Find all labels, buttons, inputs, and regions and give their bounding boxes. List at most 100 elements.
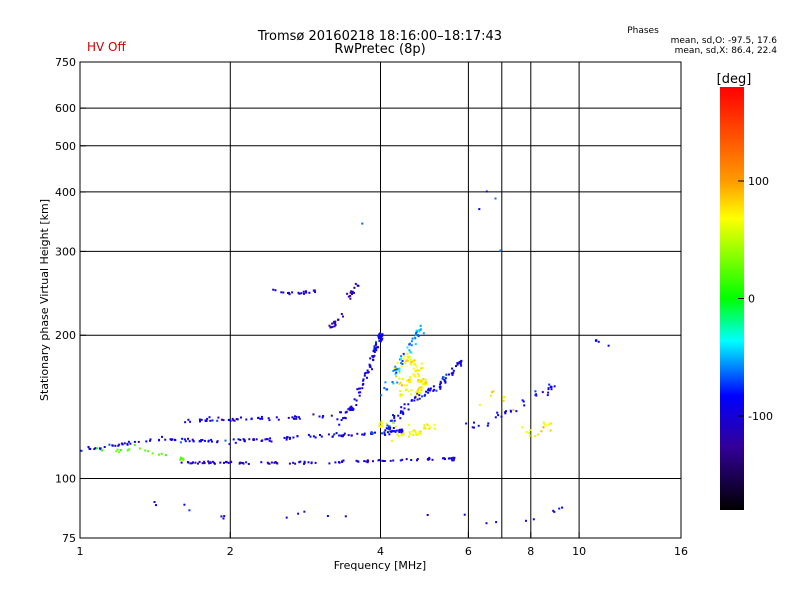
echo-point (432, 385, 435, 388)
echo-point (549, 429, 552, 432)
echo-point (525, 431, 528, 433)
echo-point (272, 288, 275, 291)
echo-point (452, 457, 455, 460)
echo-point (147, 450, 150, 453)
echo-point (234, 441, 237, 444)
echo-point (532, 518, 535, 521)
echo-point (409, 363, 412, 366)
echo-point (228, 443, 231, 446)
echo-point (408, 431, 411, 434)
echo-point (232, 438, 235, 441)
echo-point (312, 413, 315, 416)
echo-point (184, 440, 187, 443)
echo-point (329, 326, 332, 329)
echo-point (417, 379, 420, 381)
echo-point (433, 423, 436, 426)
echo-point (561, 506, 564, 509)
echo-point (407, 435, 410, 438)
echo-point (373, 349, 375, 352)
echo-point (392, 414, 394, 417)
echo-point (255, 438, 258, 441)
echo-point (351, 291, 354, 294)
echo-point (389, 430, 392, 433)
echo-point (291, 291, 294, 294)
echo-point (328, 462, 331, 465)
echo-point (248, 438, 251, 441)
echo-point (222, 517, 225, 520)
echo-point (94, 447, 97, 450)
echo-point (194, 461, 197, 464)
echo-point (553, 385, 556, 388)
echo-point (340, 419, 343, 421)
echo-point (239, 438, 242, 441)
echo-point (401, 410, 404, 413)
echo-point (380, 334, 383, 337)
echo-point (442, 376, 445, 379)
echo-point (398, 429, 401, 432)
echo-point (287, 416, 290, 419)
x-axis-label: Frequency [MHz] (334, 559, 426, 572)
echo-point (420, 367, 423, 370)
echo-point (374, 347, 377, 350)
echo-point (349, 291, 352, 294)
echo-point (302, 290, 305, 293)
echo-point (415, 434, 418, 436)
echo-point (396, 433, 399, 436)
echo-point (439, 383, 441, 386)
echo-point (205, 419, 208, 422)
echo-point (181, 437, 184, 440)
echo-point (350, 405, 353, 408)
echo-point (411, 360, 414, 363)
echo-point (397, 435, 400, 438)
echo-point (494, 416, 497, 419)
echo-point (128, 448, 131, 451)
echo-point (217, 416, 220, 419)
echo-point (415, 332, 418, 335)
echo-point (80, 449, 83, 452)
echo-point (309, 435, 312, 438)
echo-point (333, 325, 336, 328)
echo-point (181, 457, 184, 460)
echo-point (103, 446, 106, 448)
echo-point (365, 460, 368, 463)
echo-point (521, 399, 524, 402)
echo-point (361, 387, 364, 390)
echo-point (406, 384, 408, 387)
echo-point (528, 432, 531, 435)
echo-point (337, 318, 340, 321)
echo-point (406, 346, 409, 349)
echo-point (288, 437, 291, 440)
echo-point (442, 457, 444, 460)
echo-point (338, 423, 341, 426)
echo-point (541, 391, 544, 394)
echo-point (394, 365, 397, 368)
echo-point (87, 446, 90, 448)
echo-point (386, 431, 389, 434)
echo-point (208, 462, 211, 465)
echo-point (402, 433, 405, 436)
echo-point (96, 447, 99, 450)
echo-point (418, 386, 420, 389)
echo-point (398, 431, 401, 433)
echo-point (207, 440, 210, 443)
echo-point (388, 427, 391, 429)
echo-point (463, 513, 466, 516)
echo-point (415, 329, 418, 332)
echo-point (388, 425, 391, 428)
echo-point (456, 363, 459, 366)
echo-point (424, 378, 427, 381)
echo-point (257, 417, 260, 419)
echo-point (342, 459, 345, 462)
echo-point (303, 462, 305, 465)
echo-point (419, 379, 421, 382)
echo-point (418, 375, 420, 377)
echo-point (420, 389, 423, 392)
echo-point (429, 387, 432, 390)
echo-point (419, 328, 422, 331)
echo-point (460, 364, 463, 367)
echo-point (204, 419, 207, 422)
echo-point (149, 438, 152, 441)
echo-point (328, 324, 331, 327)
colorbar-tick-label: 100 (748, 175, 769, 188)
echo-point (216, 419, 219, 422)
